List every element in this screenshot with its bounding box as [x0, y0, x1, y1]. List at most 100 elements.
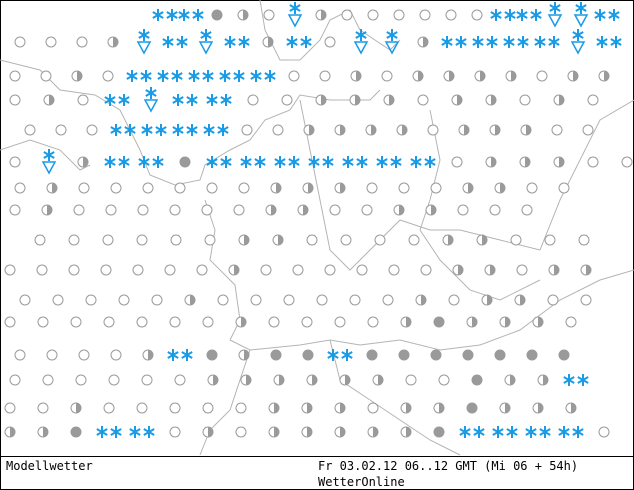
clear-symbol [551, 124, 563, 136]
half [520, 295, 525, 305]
clear-symbol [85, 294, 97, 306]
snow-symbol [286, 36, 312, 48]
snowflake-stroke [145, 89, 157, 97]
snowflake-stroke [186, 126, 198, 134]
snowflake-stroke [104, 158, 116, 166]
snowflake-stroke [118, 96, 130, 104]
snowflake-stroke [192, 11, 204, 19]
snowflake-stroke [563, 376, 575, 384]
half [538, 403, 543, 413]
clear-symbol [250, 294, 262, 306]
clear-symbol [204, 234, 216, 246]
snow-symbol [250, 70, 276, 82]
shower-triangle [143, 99, 159, 113]
snow-symbol [138, 156, 164, 168]
snowflake-stroke [459, 428, 471, 436]
snowflake-stroke [356, 158, 368, 166]
snowflake-stroke [224, 38, 236, 46]
overcast-symbol [466, 402, 478, 414]
half [511, 71, 516, 81]
clear-symbol [4, 402, 16, 414]
clear-symbol [174, 374, 186, 386]
clear-symbol [558, 182, 570, 194]
clear-symbol [598, 426, 610, 438]
half [76, 403, 81, 413]
snow-symbol [563, 374, 589, 386]
snowflake-stroke [424, 158, 436, 166]
clear-symbol [306, 234, 318, 246]
clear-symbol [14, 36, 26, 48]
clear-symbol [151, 294, 163, 306]
snowflake-stroke [455, 38, 467, 46]
overcast-symbol [433, 426, 445, 438]
clear-symbol [544, 234, 556, 246]
clear-symbol [324, 264, 336, 276]
partly-cloudy-symbol [262, 36, 274, 48]
snowflake-stroke [490, 11, 502, 19]
partly-cloudy-symbol [443, 70, 455, 82]
snowflake-stroke [166, 11, 178, 19]
snowflake-stroke [473, 428, 485, 436]
snow-symbol [157, 70, 183, 82]
clear-symbol [202, 316, 214, 328]
snowflake-stroke [516, 11, 528, 19]
partly-cloudy-symbol [235, 316, 247, 328]
half [495, 125, 500, 135]
partly-cloudy-symbol [415, 294, 427, 306]
clear-symbol [448, 294, 460, 306]
partly-cloudy-symbol [372, 374, 384, 386]
clear-symbol [233, 204, 245, 216]
snowflake-stroke [202, 72, 214, 80]
product-label: Modellwetter [6, 459, 93, 473]
partly-cloudy-symbol [367, 426, 379, 438]
snow-symbol [308, 156, 334, 168]
half [321, 10, 326, 20]
partly-cloudy-symbol [349, 94, 361, 106]
partly-cloudy-symbol [485, 94, 497, 106]
clear-symbol [374, 234, 386, 246]
half [525, 157, 530, 167]
half [439, 403, 444, 413]
clear-symbol [405, 374, 417, 386]
clear-symbol [241, 124, 253, 136]
partly-cloudy-symbol [580, 264, 592, 276]
half [208, 427, 213, 437]
half [345, 375, 350, 385]
clear-symbol [451, 156, 463, 168]
overcast-symbol [494, 349, 506, 361]
half [356, 71, 361, 81]
half [399, 205, 404, 215]
clear-symbol [201, 204, 213, 216]
snowflake-stroke [220, 158, 232, 166]
partly-cloudy-symbol [400, 402, 412, 414]
half [586, 265, 591, 275]
clear-symbol [37, 316, 49, 328]
snowflake-stroke [172, 96, 184, 104]
half [303, 205, 308, 215]
overcast-symbol [211, 9, 223, 21]
half [378, 375, 383, 385]
snowflake-stroke [610, 38, 622, 46]
clear-symbol [329, 204, 341, 216]
coastline [0, 139, 91, 171]
clear-symbol [103, 316, 115, 328]
snowflake-stroke [141, 126, 153, 134]
half [10, 427, 15, 437]
snow-symbol [188, 70, 214, 82]
snowflake-stroke [152, 158, 164, 166]
clear-symbol [288, 70, 300, 82]
overcast-symbol [366, 349, 378, 361]
clear-symbol [489, 204, 501, 216]
snow-symbol [516, 9, 542, 21]
snow-symbol [492, 426, 518, 438]
snowflake-stroke [138, 158, 150, 166]
weather-symbols [4, 2, 633, 438]
clear-symbol [430, 182, 442, 194]
clear-symbol [341, 9, 353, 21]
half [421, 295, 426, 305]
clear-symbol [9, 70, 21, 82]
half [268, 37, 273, 47]
half [241, 317, 246, 327]
partly-cloudy-symbol [70, 402, 82, 414]
half [491, 95, 496, 105]
